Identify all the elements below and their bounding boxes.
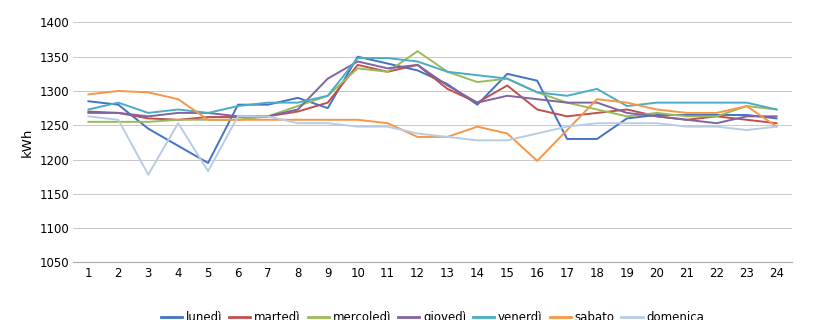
Y-axis label: kWh: kWh	[21, 128, 34, 157]
Legend: lunedì, martedì, mercoledì, giovedì, venerdì, sabato, domenica: lunedì, martedì, mercoledì, giovedì, ven…	[156, 307, 709, 320]
